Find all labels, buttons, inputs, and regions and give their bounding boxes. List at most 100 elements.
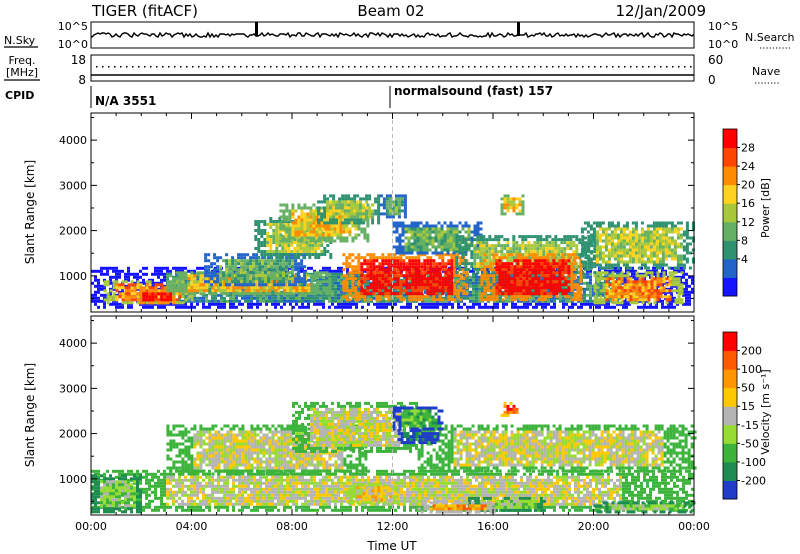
power-cell-0: [328, 299, 331, 303]
power-cell-1: [115, 295, 119, 299]
nave-dot: [222, 66, 224, 68]
power-cell-10: [482, 241, 486, 245]
power-cell-8: [390, 271, 394, 275]
power-cell-0: [346, 290, 349, 294]
power-cell-0: [349, 302, 352, 306]
power-cell-6: [339, 230, 343, 234]
power-cell-5: [272, 241, 276, 244]
power-cell-0: [334, 269, 337, 273]
power-cell-3: [328, 292, 332, 296]
power-cell-8: [417, 283, 421, 287]
power-cell-4: [213, 280, 217, 284]
power-cell-0: [529, 296, 532, 300]
power-cell-0: [625, 305, 628, 309]
power-cell-8: [420, 265, 424, 269]
power-cell-4: [303, 283, 307, 287]
power-cell-0: [538, 272, 541, 276]
power-cell-3: [223, 286, 227, 290]
power-cell-5: [266, 244, 270, 247]
power-cell-0: [661, 266, 664, 270]
power-cell-0: [334, 293, 337, 297]
power-cell-9: [437, 233, 441, 237]
power-cell-9: [452, 236, 456, 240]
power-cell-1: [145, 289, 149, 293]
power-cell-0: [586, 293, 589, 297]
power-cell-8: [462, 292, 466, 296]
power-cell-0: [586, 284, 589, 288]
power-cell-6: [297, 218, 301, 222]
power-cell-8: [414, 298, 418, 302]
power-cell-6: [339, 221, 343, 225]
power-cell-8: [345, 262, 349, 266]
power-cell-3: [223, 280, 227, 284]
power-cell-8: [432, 259, 436, 263]
power-cell-6: [279, 224, 283, 228]
power-cell-0: [322, 302, 325, 306]
nave-dot: [420, 66, 422, 68]
power-cell-10: [536, 250, 540, 254]
power-cell-10: [548, 244, 552, 248]
power-cell-1: [139, 295, 143, 299]
power-cell-8: [417, 298, 421, 302]
power-cell-2: [136, 292, 140, 296]
power-cell-3: [220, 289, 224, 293]
power-cell-0: [685, 296, 688, 300]
nsky-spike-1: [517, 22, 520, 36]
power-cell-10: [464, 268, 468, 272]
power-cell-10: [464, 265, 468, 269]
power-cell-0: [589, 278, 592, 282]
power-cell-0: [229, 305, 232, 309]
power-cell-4: [264, 262, 268, 266]
power-cell-10: [512, 244, 516, 248]
power-cell-4: [303, 253, 307, 257]
power-cell-0: [445, 290, 448, 294]
power-cell-3: [190, 277, 194, 281]
power-cell-5: [254, 238, 258, 241]
power-cell-1: [121, 283, 125, 287]
power-cell-4: [288, 262, 292, 266]
power-cell-7: [344, 221, 348, 225]
power-cell-7: [359, 197, 363, 201]
power-cell-10: [500, 259, 504, 263]
power-cell-0: [550, 305, 553, 309]
power-cell-8: [378, 286, 382, 290]
power-cell-5: [320, 250, 324, 253]
power-cell-0: [223, 296, 226, 300]
power-cell-5: [305, 250, 309, 253]
power-cell-8: [447, 268, 451, 272]
power-cell-8: [387, 283, 391, 287]
power-cell-0: [337, 275, 340, 279]
power-cell-1: [190, 298, 194, 302]
power-cell-0: [325, 266, 328, 270]
power-cell-3: [250, 292, 254, 296]
power-cell-6: [288, 215, 292, 219]
power-cell-10: [497, 238, 501, 242]
power-cell-3: [322, 280, 326, 284]
power-cell-8: [402, 280, 406, 284]
power-cell-10: [524, 247, 528, 251]
power-cell-7: [317, 218, 321, 222]
power-cell-3: [292, 292, 296, 296]
power-cell-6: [339, 233, 343, 237]
power-cell-10: [479, 235, 483, 239]
power-cell-8: [450, 274, 454, 278]
power-cell-0: [94, 302, 97, 306]
power-cell-5: [263, 244, 267, 247]
nave-dot: [606, 66, 608, 68]
power-cell-0: [241, 302, 244, 306]
power-cell-8: [342, 274, 346, 278]
power-cell-0: [448, 299, 451, 303]
power-cell-0: [109, 266, 112, 270]
power-cell-5: [281, 253, 285, 256]
power-cell-5: [287, 223, 291, 226]
power-cell-0: [100, 293, 103, 297]
power-cell-10: [461, 256, 465, 260]
power-cell-4: [210, 265, 214, 269]
power-cell-0: [409, 305, 412, 309]
power-cell-3: [328, 280, 332, 284]
power-cell-8: [411, 283, 415, 287]
power-cell-4: [294, 277, 298, 281]
power-cell-3: [316, 286, 320, 290]
power-cell-3: [286, 286, 290, 290]
power-cell-10: [497, 235, 501, 239]
